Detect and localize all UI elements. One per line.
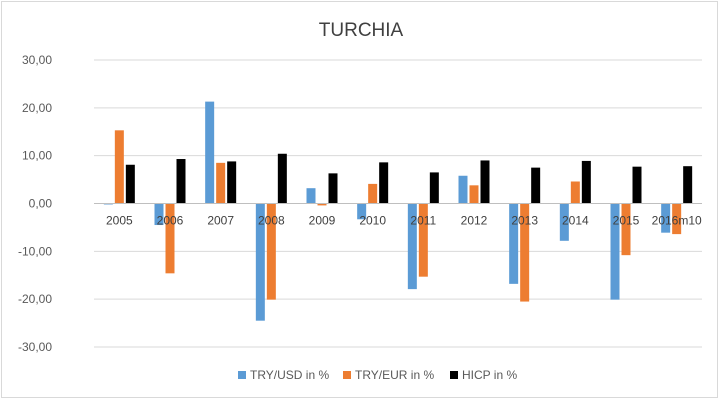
chart-frame: TURCHIA 30,00 20,00 10,00 0,00 -10,00 -20,00 -… [1, 1, 718, 398]
legend: TRY/USD in % TRY/EUR in % HICP in % [238, 368, 517, 382]
bar-try-usd-in-2012 [458, 175, 468, 204]
bar-try-usd-in-2006 [154, 203, 164, 226]
bar-try-eur-in-2007 [216, 162, 226, 204]
bar-try-eur-in-2008 [266, 203, 276, 300]
bar-hicp-in-2005 [125, 164, 135, 204]
bar-hicp-in-2006 [176, 159, 186, 204]
x-tick-label: 2012 [461, 214, 488, 228]
bar-hicp-in-2011 [429, 172, 439, 204]
bar-try-usd-in-2008 [255, 203, 265, 321]
bar-hicp-in-2007 [227, 161, 237, 204]
bar-hicp-in-2009 [328, 173, 338, 204]
bar-hicp-in-2014 [581, 160, 591, 204]
bar-hicp-in-2010 [379, 162, 389, 204]
legend-label: HICP in % [462, 368, 517, 382]
bar-hicp-in-2008 [277, 153, 287, 204]
legend-label: TRY/EUR in % [355, 368, 434, 382]
legend-swatch [238, 371, 246, 379]
y-tick-label: 0,00 [29, 197, 53, 211]
x-tick-label: 2014 [562, 214, 589, 228]
bar-try-eur-in-2006 [165, 203, 175, 274]
bar-hicp-in-2012 [480, 160, 490, 204]
y-tick-label: 30,00 [22, 53, 52, 67]
bar-try-eur-in-2005 [114, 130, 124, 204]
bar-try-eur-in-2015 [621, 203, 631, 256]
bar-try-usd-in-2011 [407, 203, 417, 290]
bar-hicp-in-2013 [531, 167, 541, 204]
x-tick-label: 2006 [157, 214, 184, 228]
bar-hicp-in-2016m10 [683, 166, 693, 204]
y-tick-label: -30,00 [18, 340, 52, 354]
bar-try-eur-in-2014 [570, 181, 580, 204]
gridlines [94, 59, 702, 348]
bars [103, 101, 693, 321]
bar-chart: TURCHIA 30,00 20,00 10,00 0,00 -10,00 -20,00 -… [18, 20, 702, 382]
y-axis-tick-labels: 30,00 20,00 10,00 0,00 -10,00 -20,00 -30,00 [18, 53, 52, 354]
bar-try-eur-in-2016m10 [672, 203, 682, 235]
y-tick-label: 20,00 [22, 101, 52, 115]
bar-try-usd-in-2010 [357, 203, 367, 220]
bar-try-eur-in-2011 [418, 203, 428, 277]
x-tick-label: 2007 [207, 214, 234, 228]
legend-swatch [450, 371, 458, 379]
x-tick-label: 2008 [258, 214, 285, 228]
bar-try-eur-in-2013 [520, 203, 530, 302]
bar-try-usd-in-2007 [205, 101, 215, 204]
bar-try-usd-in-2014 [559, 203, 569, 241]
bar-try-eur-in-2009 [317, 203, 327, 206]
x-tick-label: 2005 [106, 214, 133, 228]
legend-swatch [343, 371, 351, 379]
legend-label: TRY/USD in % [250, 368, 329, 382]
bar-try-eur-in-2010 [368, 183, 378, 204]
x-tick-label: 2015 [613, 214, 640, 228]
x-axis-tick-labels: 2005 2006 2007 2008 2009 2010 2011 2012 2013 2014… [106, 214, 702, 228]
bar-try-usd-in-2015 [610, 203, 620, 300]
x-tick-label: 2011 [410, 214, 436, 228]
bar-try-usd-in-2009 [306, 188, 316, 204]
x-tick-label: 2016m10 [652, 214, 702, 228]
bar-try-usd-in-2016m10 [661, 203, 671, 233]
x-tick-label: 2010 [359, 214, 386, 228]
chart-title: TURCHIA [319, 20, 404, 41]
bar-try-eur-in-2012 [469, 185, 479, 204]
bar-try-usd-in-2013 [509, 203, 519, 284]
x-tick-label: 2013 [511, 214, 538, 228]
y-tick-label: -20,00 [18, 292, 52, 306]
y-tick-label: 10,00 [22, 149, 52, 163]
bar-hicp-in-2015 [632, 166, 642, 204]
y-tick-label: -10,00 [18, 244, 52, 258]
x-tick-label: 2009 [309, 214, 336, 228]
